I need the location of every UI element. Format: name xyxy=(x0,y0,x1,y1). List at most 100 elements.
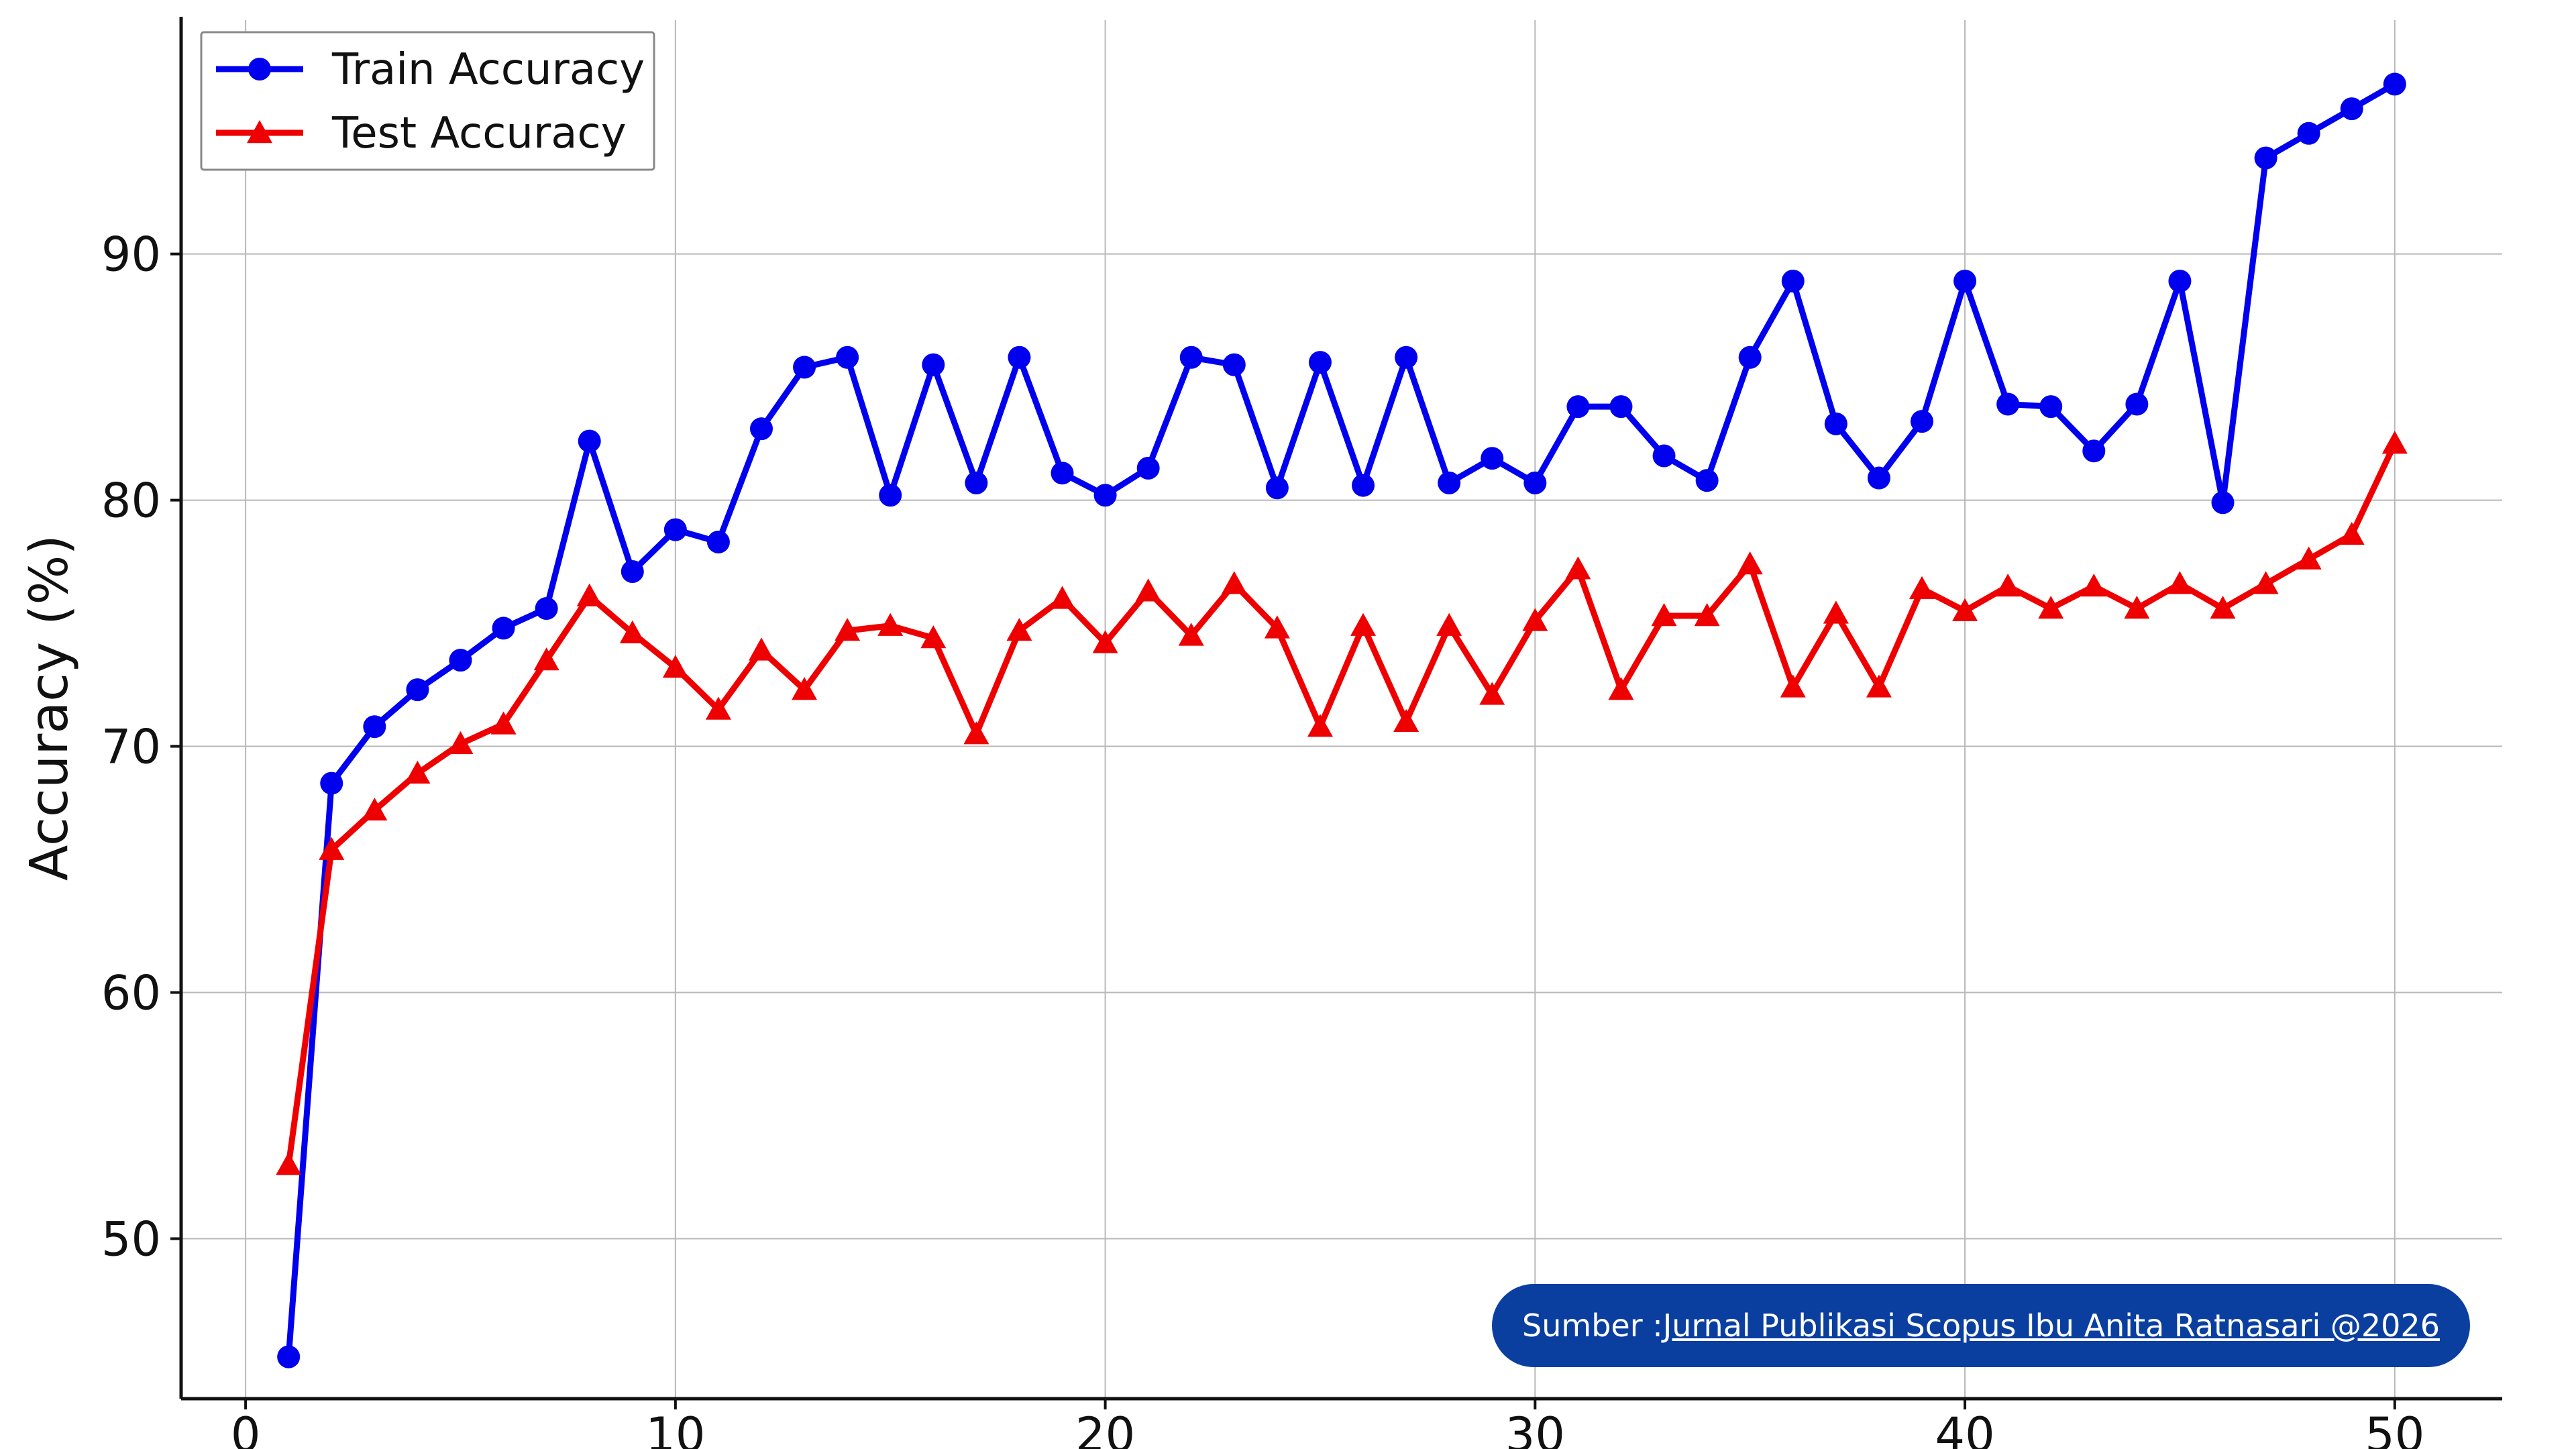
data-point xyxy=(2253,571,2279,594)
data-point xyxy=(1566,395,1590,419)
data-point xyxy=(320,771,343,795)
data-point xyxy=(963,721,989,745)
data-point xyxy=(1393,708,1419,733)
y-tick-label: 60 xyxy=(101,966,161,1021)
x-tick-label: 40 xyxy=(1935,1407,1995,1449)
data-point xyxy=(1565,556,1591,580)
data-point xyxy=(1006,618,1032,641)
data-point xyxy=(535,597,558,621)
data-point xyxy=(1652,444,1676,468)
data-point xyxy=(2340,97,2363,121)
data-point xyxy=(965,471,988,494)
data-point xyxy=(277,1345,301,1368)
data-point xyxy=(2039,395,2063,419)
series-line xyxy=(285,442,2398,1165)
y-tick-label: 90 xyxy=(101,227,161,282)
data-point xyxy=(2125,392,2149,416)
data-point xyxy=(447,731,474,755)
data-point xyxy=(2254,146,2277,170)
data-point xyxy=(1308,351,1332,374)
data-point xyxy=(749,637,774,661)
data-point xyxy=(1953,269,1977,292)
data-point xyxy=(836,345,859,369)
data-point xyxy=(2210,596,2236,619)
legend-label: Test Accuracy xyxy=(331,109,627,158)
data-point xyxy=(1179,345,1203,369)
data-point xyxy=(1523,471,1547,494)
data-point xyxy=(1522,608,1548,631)
data-point xyxy=(1608,677,1634,700)
legend-marker xyxy=(248,58,271,80)
data-point xyxy=(1909,576,1935,599)
source-badge: Sumber : Jurnal Publikasi Scopus Ibu Ani… xyxy=(1492,1284,2470,1367)
series-lines xyxy=(276,72,2408,1368)
data-point xyxy=(2211,491,2235,515)
data-point xyxy=(1265,476,1289,500)
data-point xyxy=(1350,612,1377,636)
y-tick-label: 80 xyxy=(101,474,161,529)
data-point xyxy=(1737,551,1763,575)
data-point xyxy=(706,530,730,553)
data-point xyxy=(1438,471,1461,494)
data-point xyxy=(1222,353,1246,376)
x-tick-label: 0 xyxy=(231,1407,261,1449)
data-point xyxy=(1780,674,1806,698)
data-point xyxy=(492,616,515,640)
data-point xyxy=(1996,392,2020,416)
data-point xyxy=(835,618,861,641)
data-point xyxy=(1995,574,2021,597)
grid-lines xyxy=(181,20,2502,1399)
data-point xyxy=(877,612,904,636)
data-point xyxy=(2081,574,2107,597)
data-point xyxy=(406,678,429,702)
data-point xyxy=(2082,439,2106,463)
data-point xyxy=(449,649,472,672)
data-point xyxy=(1092,630,1118,653)
data-point xyxy=(792,677,818,700)
data-point xyxy=(363,715,386,739)
data-point xyxy=(2038,596,2064,619)
data-point xyxy=(576,583,602,606)
data-point xyxy=(662,655,688,678)
data-point xyxy=(1093,484,1117,507)
y-axis-label: Accuracy (%) xyxy=(19,535,80,881)
data-point xyxy=(621,560,644,583)
data-point xyxy=(793,356,816,379)
data-point xyxy=(1352,474,1375,497)
series-line xyxy=(285,81,2397,1357)
data-point xyxy=(1781,269,1805,292)
data-point xyxy=(533,647,559,671)
data-point xyxy=(922,353,945,376)
data-point xyxy=(1651,603,1677,627)
data-point xyxy=(1436,612,1462,636)
data-point xyxy=(1395,345,1418,369)
data-point xyxy=(1135,578,1161,602)
y-tick-label: 70 xyxy=(101,720,161,775)
data-point xyxy=(1866,674,1892,698)
data-point xyxy=(1264,615,1290,639)
data-point xyxy=(490,711,517,735)
data-point xyxy=(663,518,687,541)
data-point xyxy=(750,417,773,441)
series-2 xyxy=(276,431,2408,1175)
x-tick-label: 30 xyxy=(1505,1407,1565,1449)
legend-label: Train Accuracy xyxy=(331,45,645,95)
source-prefix: Sumber : xyxy=(1522,1307,1663,1344)
data-point xyxy=(362,797,388,821)
x-tick-label: 20 xyxy=(1075,1407,1135,1449)
tick-labels: 0 10 20 30 40 50 50 60 70 80 90 xyxy=(101,227,2424,1449)
data-point xyxy=(319,837,345,860)
data-point xyxy=(1694,603,1720,627)
data-point xyxy=(879,484,902,507)
legend-marker xyxy=(247,120,272,144)
data-point xyxy=(920,625,947,649)
legend-box xyxy=(200,31,655,171)
data-point xyxy=(2381,431,2408,454)
data-point xyxy=(1609,395,1633,419)
data-point xyxy=(1008,345,1031,369)
data-point xyxy=(1911,410,1933,433)
data-point xyxy=(1136,456,1160,480)
data-point xyxy=(1952,598,1978,621)
source-link[interactable]: Jurnal Publikasi Scopus Ibu Anita Ratnas… xyxy=(1662,1307,2440,1344)
